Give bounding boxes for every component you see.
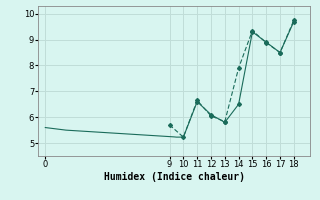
X-axis label: Humidex (Indice chaleur): Humidex (Indice chaleur) bbox=[104, 172, 245, 182]
